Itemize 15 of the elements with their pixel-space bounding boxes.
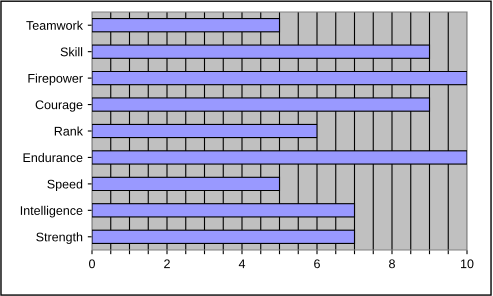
x-tick-label: 8 <box>389 259 395 268</box>
x-tick-label: 10 <box>461 259 474 268</box>
y-tick-label: Speed <box>47 179 82 192</box>
y-tick-label: Intelligence <box>20 206 82 218</box>
x-tick-label: 0 <box>89 259 95 268</box>
x-tick-label: 2 <box>164 259 170 268</box>
y-tick-label: Firepower <box>28 74 83 86</box>
y-tick-label: Endurance <box>24 152 82 162</box>
y-tick-label: Strength <box>36 232 82 244</box>
y-tick-label: Rank <box>54 126 83 136</box>
y-tick-label: Teamwork <box>26 20 83 30</box>
y-tick-label: Courage <box>36 100 82 112</box>
x-tick-label: 6 <box>314 259 320 268</box>
y-tick-label: Skill <box>60 47 82 56</box>
x-tick-label: 4 <box>238 259 246 268</box>
